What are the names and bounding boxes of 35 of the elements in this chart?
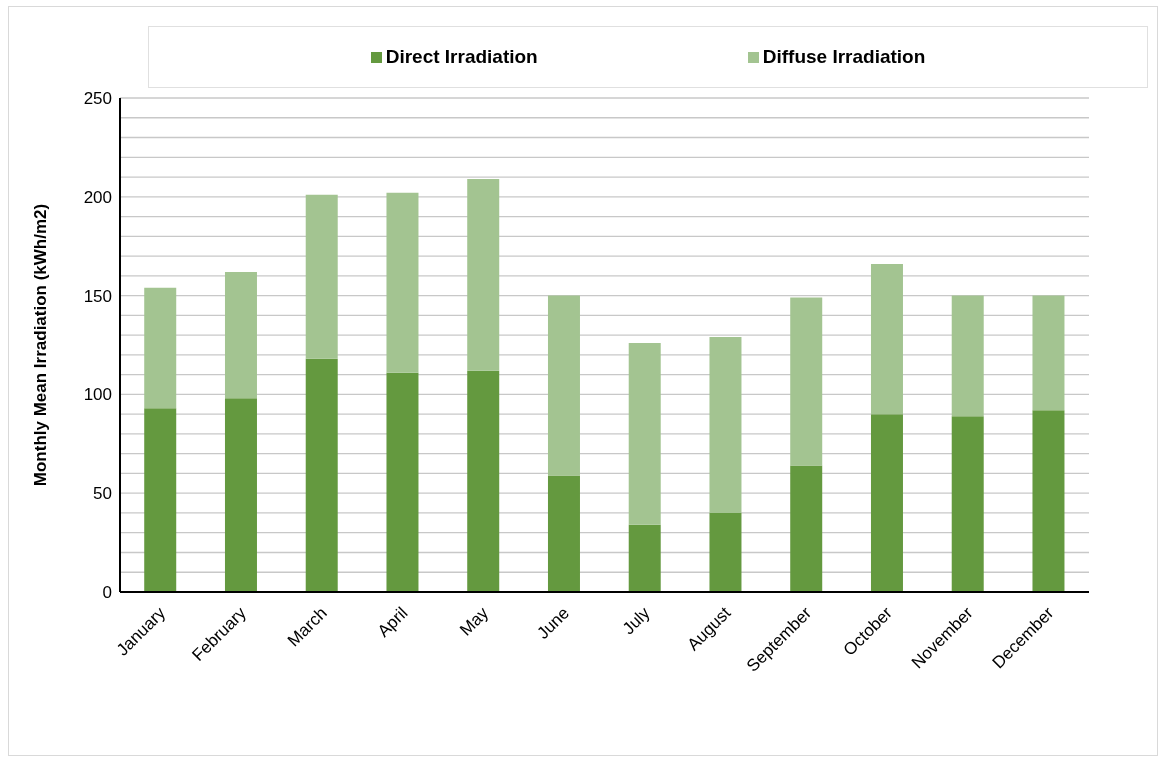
bar <box>628 343 661 525</box>
bar <box>224 271 257 399</box>
x-tick-label: May <box>456 603 493 640</box>
bar <box>547 475 580 592</box>
bar <box>1032 295 1065 411</box>
bar <box>1032 410 1065 592</box>
bar <box>386 372 419 592</box>
bar <box>547 295 580 476</box>
legend-label: Diffuse Irradiation <box>761 46 926 68</box>
bar <box>467 179 500 371</box>
bar <box>305 194 338 359</box>
bar <box>628 524 661 592</box>
legend-label: Direct Irradiation <box>384 46 538 68</box>
bar <box>467 370 500 592</box>
bar <box>144 408 177 592</box>
bar <box>709 512 742 592</box>
bar <box>709 337 742 513</box>
bar <box>870 414 903 592</box>
bar <box>305 358 338 592</box>
bar <box>951 295 984 417</box>
y-tick-label: 200 <box>83 187 112 207</box>
y-tick-label: 100 <box>83 385 112 405</box>
bar <box>386 192 419 373</box>
bar <box>144 287 177 409</box>
y-axis-title: Monthly Mean Irradiation (kWh/m2) <box>30 203 50 487</box>
bar <box>951 416 984 592</box>
y-tick-label: 0 <box>102 583 112 603</box>
bar <box>224 398 257 592</box>
bar <box>790 465 823 592</box>
x-tick-label: July <box>618 603 655 639</box>
bar <box>790 297 823 466</box>
y-tick-label: 50 <box>93 484 112 504</box>
y-tick-label: 250 <box>83 89 112 109</box>
bar <box>870 263 903 415</box>
y-tick-label: 150 <box>83 286 112 306</box>
